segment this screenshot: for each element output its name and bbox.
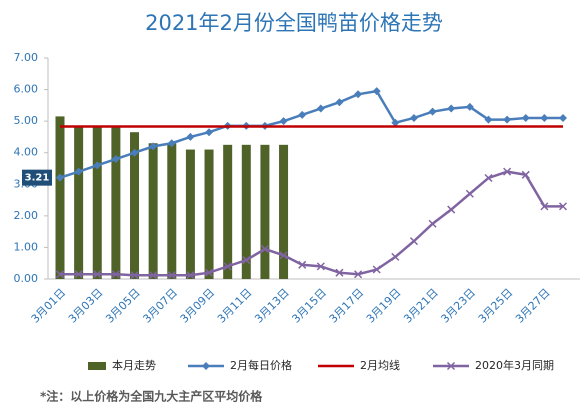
marker <box>484 173 493 183</box>
data-label-box <box>22 169 52 186</box>
y-tick-label: 6.00 <box>14 83 39 96</box>
marker <box>205 268 214 277</box>
marker <box>74 270 83 279</box>
marker <box>186 271 195 280</box>
bar <box>130 132 140 279</box>
bar <box>185 149 195 279</box>
marker <box>167 139 176 148</box>
bar <box>111 125 121 279</box>
marker <box>447 205 456 214</box>
marker <box>260 244 269 254</box>
legend-label: 2月每日价格 <box>230 358 292 372</box>
marker <box>354 90 363 99</box>
bar <box>55 116 65 280</box>
marker <box>298 260 307 269</box>
marker <box>465 189 474 198</box>
marker <box>503 167 512 176</box>
bar <box>92 125 102 279</box>
marker <box>484 115 493 124</box>
y-tick-label: 0.00 <box>14 272 39 285</box>
marker <box>149 142 158 151</box>
marker <box>242 256 251 265</box>
legend-marker <box>446 361 456 371</box>
marker <box>55 270 65 279</box>
marker <box>56 173 64 182</box>
marker <box>428 219 437 228</box>
marker <box>391 118 400 127</box>
marker <box>521 113 530 122</box>
bar <box>204 149 214 279</box>
marker <box>521 170 530 179</box>
marker <box>111 155 120 164</box>
chart-title: 2021年2月份全国鸭苗价格走势 <box>145 11 443 35</box>
legend-label: 2020年3月同期 <box>475 358 554 372</box>
y-tick-label: 1.00 <box>14 240 39 253</box>
marker <box>540 202 549 211</box>
marker <box>223 262 232 271</box>
marker <box>447 104 456 113</box>
marker <box>205 128 214 137</box>
marker <box>130 271 139 280</box>
y-tick-label: 5.00 <box>14 114 39 127</box>
bar <box>241 144 251 279</box>
bar <box>260 144 270 279</box>
y-tick-label: 2.00 <box>14 209 39 222</box>
marker <box>409 113 418 122</box>
legend-label: 2月均线 <box>360 358 400 372</box>
marker <box>93 161 102 170</box>
marker <box>372 87 381 96</box>
marker <box>409 237 418 246</box>
marker <box>279 117 288 126</box>
marker <box>167 271 176 280</box>
marker <box>503 115 512 124</box>
y-tick-label: 4.00 <box>14 146 39 159</box>
marker <box>465 102 474 111</box>
y-tick-label: 7.00 <box>14 51 39 64</box>
line <box>59 89 563 179</box>
marker <box>335 268 344 277</box>
marker <box>372 265 381 274</box>
marker <box>279 251 288 260</box>
data-label: 3.21 <box>25 173 50 184</box>
bar <box>223 144 233 279</box>
bar <box>167 143 177 279</box>
bar <box>148 143 158 279</box>
marker <box>558 202 568 211</box>
legend-swatch <box>88 362 106 370</box>
marker <box>93 270 102 279</box>
line <box>60 170 563 277</box>
marker <box>540 113 549 122</box>
marker <box>74 167 83 176</box>
marker <box>391 252 400 261</box>
note: *注：以上价格为全国九大主产区平均价格 <box>40 389 263 404</box>
marker <box>428 107 437 116</box>
marker <box>354 270 363 279</box>
marker <box>559 113 567 122</box>
marker <box>130 148 139 157</box>
marker <box>335 98 344 107</box>
marker <box>316 262 325 271</box>
legend-marker <box>202 362 210 370</box>
marker <box>298 110 307 119</box>
bar <box>279 144 289 279</box>
marker <box>111 270 120 279</box>
marker <box>149 271 158 280</box>
legend-label: 本月走势 <box>112 358 156 372</box>
marker <box>186 132 195 141</box>
marker <box>316 104 325 113</box>
bar <box>74 125 84 279</box>
